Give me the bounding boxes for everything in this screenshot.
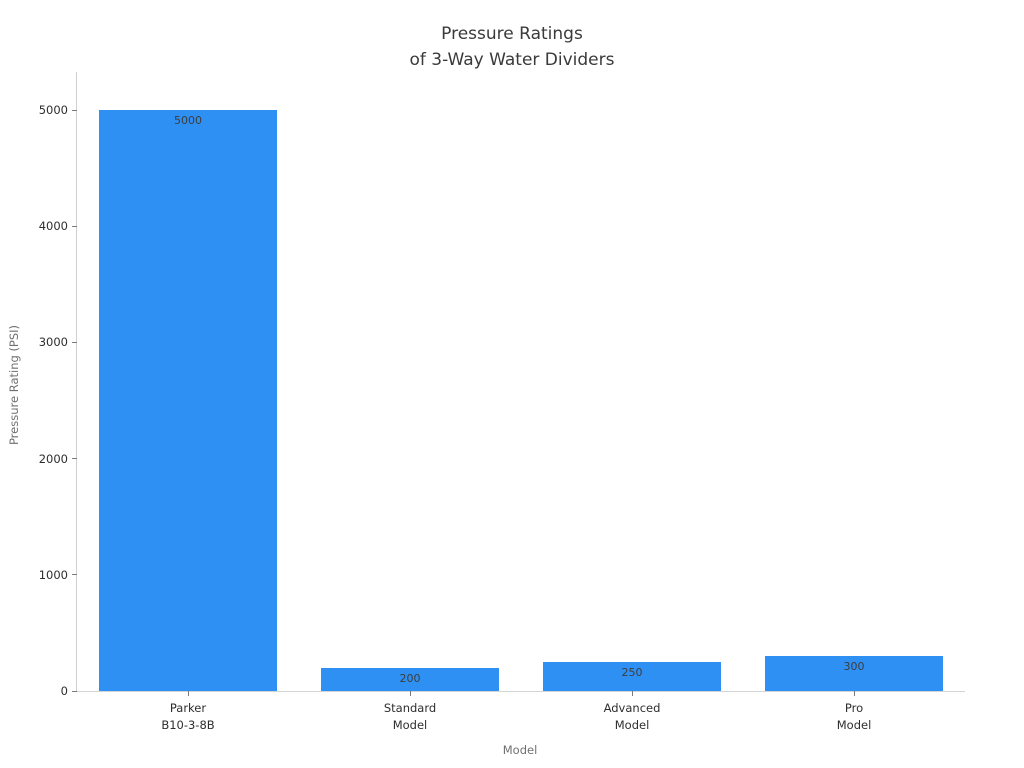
bar-value-label: 300: [843, 660, 865, 674]
bar-standard-model: 200: [321, 667, 499, 691]
y-axis-tick: [72, 341, 77, 343]
bar-value-label: 200: [399, 671, 421, 685]
y-axis-tick-label: 4000: [38, 219, 68, 234]
x-axis-title: Model: [502, 743, 538, 757]
y-axis-tick: [72, 109, 77, 111]
bar-value-label: 250: [621, 665, 643, 679]
x-axis-tick-label: Advanced Model: [603, 701, 661, 732]
chart-title: Pressure Ratings of 3-Way Water Dividers: [0, 21, 1024, 73]
y-axis-tick-label: 5000: [38, 103, 68, 117]
y-axis-tick: [72, 458, 77, 460]
plot-area: 0 1000 2000 3000 4000 5000 5000 Parker B10-3-8B…: [39, 72, 965, 732]
y-axis-tick: [72, 690, 77, 692]
bar-advanced-model: 250: [543, 661, 721, 691]
x-axis-tick: [631, 691, 633, 696]
y-axis-tick-label: 2000: [38, 451, 68, 466]
x-axis-tick: [187, 691, 189, 696]
bar-parker-b10-3-8b: 5000: [99, 110, 277, 691]
y-axis-tick-label: 1000: [38, 567, 68, 582]
x-axis-tick: [409, 691, 411, 696]
x-axis-tick: [853, 691, 855, 696]
chart-title-line-2: of 3-Way Water Dividers: [409, 50, 615, 70]
y-axis-tick-label: 3000: [38, 335, 68, 350]
chart-title-line-1: Pressure Ratings: [441, 24, 583, 44]
x-axis-tick-label: Pro Model: [836, 701, 872, 732]
x-axis-tick-label: Standard Model: [383, 701, 437, 732]
bar-value-label: 5000: [174, 114, 202, 127]
bar-pro-model: 300: [765, 656, 943, 691]
y-axis-title: Pressure Rating (PSI): [7, 324, 21, 446]
y-axis-tick: [72, 574, 77, 576]
x-axis-tick-label: Parker B10-3-8B: [161, 701, 215, 732]
y-axis-tick: [72, 225, 77, 227]
y-axis-tick-label: 0: [60, 684, 68, 698]
